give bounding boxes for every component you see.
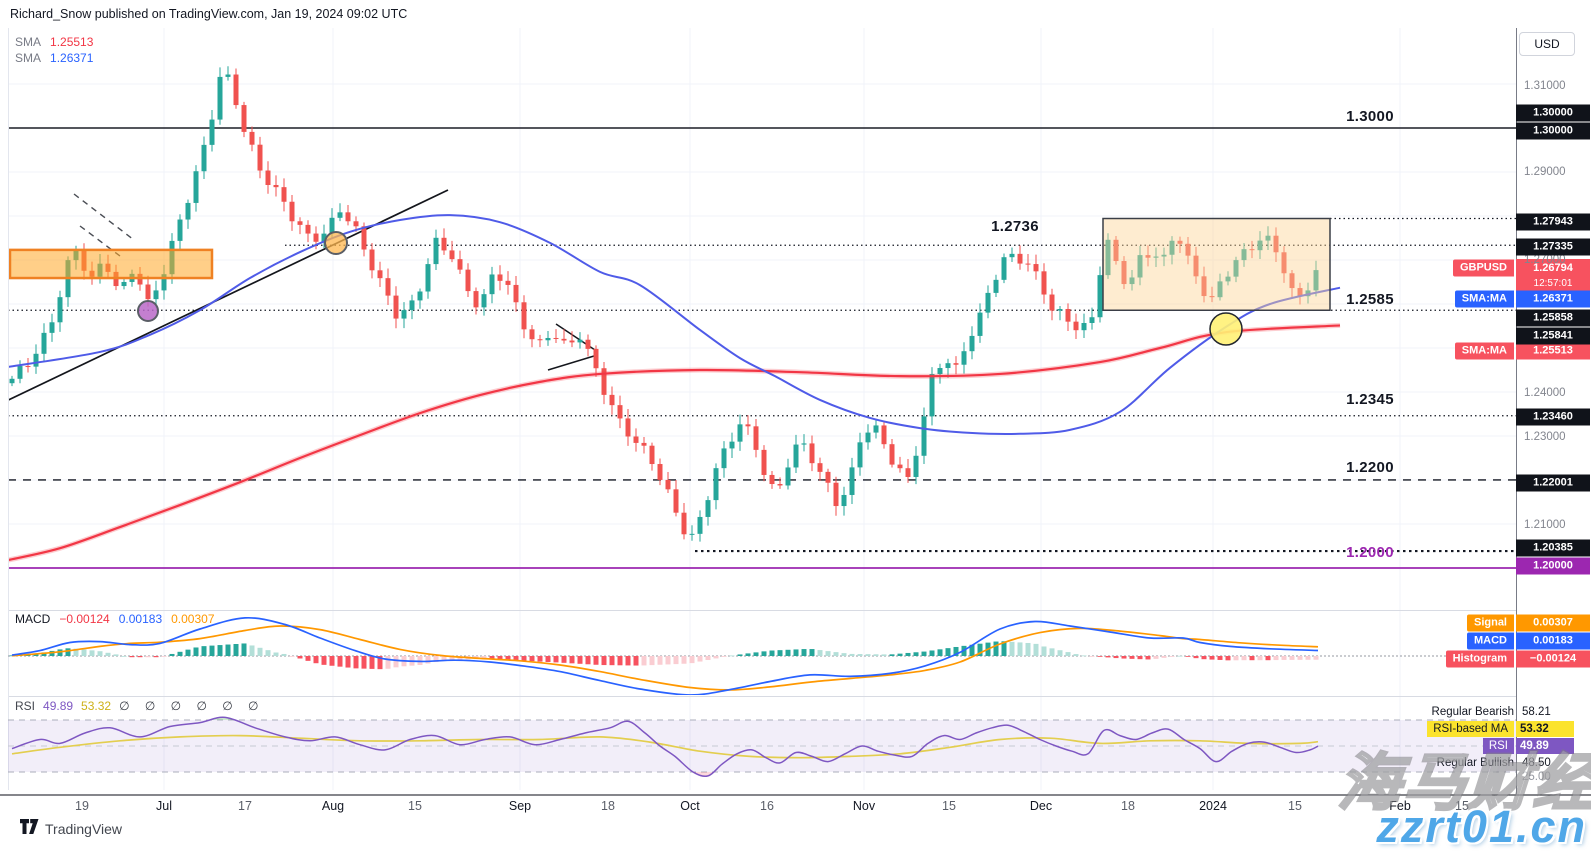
sma-red-axis-value: 1.25513: [1516, 342, 1590, 360]
macd-legend: MACD −0.00124 0.00183 0.00307: [15, 612, 224, 626]
macd-line-value: 0.00183: [118, 612, 163, 626]
time-axis-tick: 15: [942, 799, 956, 813]
level-label-1-2200: 1.2200: [1346, 459, 1394, 476]
rsi-divergence-counters: ∅ ∅ ∅ ∅ ∅ ∅: [119, 699, 265, 713]
time-axis-tick: 19: [75, 799, 89, 813]
regular-bearish-label: Regular Bearish: [1431, 706, 1514, 718]
rsi-based-ma-label: RSI-based MA: [1427, 721, 1514, 737]
macd-axis-label: MACD: [1467, 632, 1514, 650]
signal-axis-label: Signal: [1466, 614, 1514, 632]
price-axis-badge: 1.30000: [1516, 122, 1590, 140]
gbpusd-price-badge: 1.26794 12:57:01: [1516, 259, 1590, 291]
rsi-value: 49.89: [43, 699, 74, 713]
rsi-ma-value: 53.32: [81, 699, 112, 713]
price-axis-tick: 1.31000: [1524, 80, 1566, 92]
regular-bearish-value: 58.21: [1522, 706, 1551, 718]
level-label-1-2585: 1.2585: [1346, 291, 1394, 308]
sma-legend-row: SMA 1.26371: [15, 50, 93, 66]
time-axis-tick: Jul: [156, 799, 172, 813]
regular-bullish-value: 48.50: [1522, 757, 1551, 769]
histogram-axis-value: −0.00124: [1516, 650, 1590, 668]
sma-blue-axis-label: SMA:MA: [1454, 290, 1514, 308]
macd-title: MACD: [15, 612, 51, 626]
time-axis-tick: 2024: [1199, 799, 1227, 813]
rsi-based-ma-value: 53.32: [1516, 721, 1574, 737]
time-axis-tick: 16: [760, 799, 774, 813]
macd-histogram-value: −0.00124: [59, 612, 110, 626]
price-axis-badge: 1.20000: [1516, 557, 1590, 575]
price-axis-badge: 1.27943: [1516, 213, 1590, 231]
time-axis-tick: 17: [238, 799, 252, 813]
tradingview-brand[interactable]: TradingView: [20, 819, 122, 839]
price-axis-badge: 1.25841: [1516, 327, 1590, 345]
time-axis-tick: Feb: [1389, 799, 1411, 813]
price-axis-tick: 1.24000: [1524, 387, 1566, 399]
signal-axis-value: 0.00307: [1516, 614, 1590, 632]
gbpusd-bar-countdown: 12:57:01: [1533, 278, 1573, 289]
time-axis-tick: 18: [1121, 799, 1135, 813]
time-axis-tick: 15: [408, 799, 422, 813]
price-axis-badge: 1.20385: [1516, 539, 1590, 557]
level-label-1-3000: 1.3000: [1346, 108, 1394, 125]
gbpusd-symbol-badge: GBPUSD: [1452, 259, 1514, 277]
price-axis-badge: 1.23460: [1516, 408, 1590, 426]
price-axis-tick: 1.23000: [1524, 431, 1566, 443]
sma-blue-axis-value: 1.26371: [1516, 290, 1590, 308]
price-axis-tick: 1.27000: [1524, 254, 1566, 266]
price-axis-badge: 1.30000: [1516, 104, 1590, 122]
publication-title: Richard_Snow published on TradingView.co…: [10, 7, 408, 21]
macd-axis-value: 0.00183: [1516, 632, 1590, 650]
time-axis-tick: 15: [1288, 799, 1302, 813]
time-axis-tick: Aug: [321, 799, 345, 813]
price-axis-badge: 1.27335: [1516, 238, 1590, 256]
macd-signal-value: 0.00307: [171, 612, 215, 626]
sma-red-value: 1.25513: [50, 35, 94, 49]
time-axis-tick: Oct: [680, 799, 700, 813]
sma-red-axis-label: SMA:MA: [1454, 342, 1514, 360]
rsi-title: RSI: [15, 699, 36, 713]
rsi-axis-value: 49.89: [1516, 738, 1574, 754]
sma-red-label: SMA: [15, 35, 42, 49]
watermark-url: zzrt01.cn: [1376, 801, 1587, 852]
rsi-axis-label: RSI: [1482, 738, 1514, 754]
time-axis-tick: Nov: [852, 799, 876, 813]
time-axis-tick: Sep: [508, 799, 532, 813]
sma-legend-row: SMA 1.25513: [15, 34, 93, 50]
currency-toggle-button[interactable]: USD: [1519, 32, 1575, 56]
level-label-1-2000: 1.2000: [1346, 544, 1394, 561]
rsi-tick-25: 25.00: [1522, 771, 1551, 783]
tradingview-logo-icon: [20, 819, 39, 839]
level-label-1-2345: 1.2345: [1346, 391, 1394, 408]
price-axis-badge: 1.25858: [1516, 309, 1590, 327]
time-axis-tick: 15: [1455, 799, 1469, 813]
histogram-axis-label: Histogram: [1445, 650, 1514, 668]
price-axis-badge: 1.22001: [1516, 474, 1590, 492]
regular-bullish-label: Regular Bullish: [1436, 757, 1514, 769]
sma-blue-label: SMA: [15, 51, 42, 65]
time-axis-tick: Dec: [1029, 799, 1053, 813]
rsi-legend: RSI 49.89 53.32 ∅ ∅ ∅ ∅ ∅ ∅: [15, 699, 272, 713]
sma-blue-value: 1.26371: [50, 51, 94, 65]
price-axis-tick: 1.29000: [1524, 166, 1566, 178]
time-axis-tick: 18: [601, 799, 615, 813]
tradingview-logo-text: TradingView: [45, 821, 123, 837]
level-label-1-2736: 1.2736: [991, 218, 1039, 235]
sma-legend: SMA 1.25513 SMA 1.26371: [15, 34, 93, 66]
gbpusd-last-price: 1.26794: [1533, 262, 1573, 274]
price-axis-tick: 1.21000: [1524, 519, 1566, 531]
